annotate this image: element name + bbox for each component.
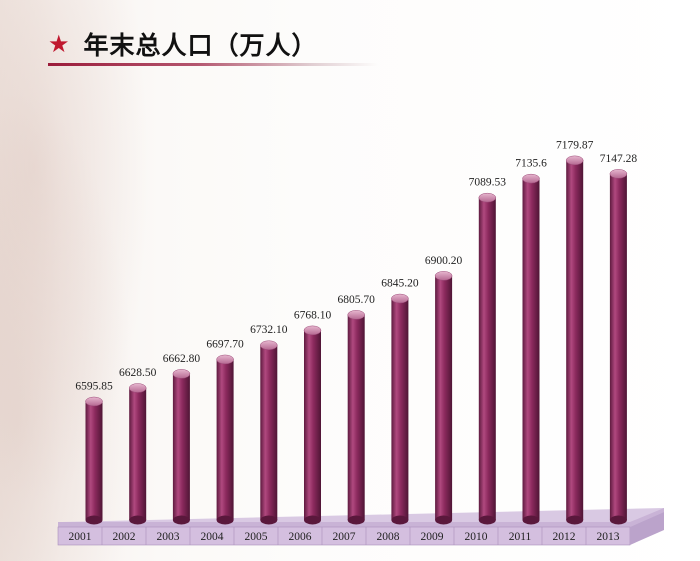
title-underline: [48, 63, 378, 66]
bar-cap: [565, 155, 584, 166]
data-label: 7147.28: [600, 153, 638, 165]
x-tick-label: 2007: [333, 531, 356, 543]
bar-cap: [303, 325, 322, 336]
x-tick-label: 2006: [289, 531, 312, 543]
bar-2006: [303, 325, 322, 525]
bars: [85, 155, 628, 525]
bar-cap: [522, 173, 540, 184]
data-label: 6732.10: [250, 324, 288, 336]
bar-cap: [478, 192, 497, 203]
base-platform-side: [630, 512, 664, 545]
data-label: 6662.80: [163, 353, 201, 365]
data-label: 7089.53: [469, 177, 507, 189]
data-label: 7135.6: [515, 158, 547, 170]
bar-bottom: [304, 515, 321, 525]
bar-2002: [128, 383, 147, 525]
bar-body: [391, 298, 409, 520]
bar-body: [304, 330, 321, 520]
bar-bottom: [129, 515, 147, 525]
bar-2011: [522, 173, 540, 525]
chart-base-platform: [57, 508, 664, 546]
bar-bottom: [522, 515, 540, 525]
bar-cap: [260, 340, 278, 350]
bar-cap: [172, 369, 191, 379]
bar-body: [129, 388, 147, 520]
data-label: 6805.70: [338, 294, 376, 306]
bar-2001: [85, 396, 103, 525]
bar-bottom: [435, 515, 453, 525]
chart-header: ★ 年末总人口（万人）: [48, 24, 318, 64]
x-tick-label: 2001: [69, 531, 92, 543]
data-label: 6900.20: [425, 255, 463, 267]
x-tick-label: 2010: [465, 531, 488, 543]
bar-body: [522, 178, 540, 521]
bar-2010: [478, 192, 497, 525]
bar-2004: [216, 354, 234, 525]
x-tick-label: 2002: [113, 531, 136, 543]
x-tick-label: 2009: [421, 531, 444, 543]
bar-bottom: [85, 515, 103, 525]
bar-2012: [565, 155, 584, 525]
x-tick-label: 2008: [377, 531, 400, 543]
bar-bottom: [478, 515, 496, 525]
bar-body: [172, 373, 190, 520]
bar-body: [478, 197, 496, 520]
bar-2008: [391, 293, 409, 525]
x-tick-label: 2012: [553, 531, 576, 543]
bar-cap: [347, 310, 365, 320]
bar-body: [347, 314, 365, 520]
x-tick-label: 2013: [597, 531, 620, 543]
bar-bottom: [566, 515, 584, 525]
x-tick-label: 2003: [157, 531, 180, 543]
base-platform-top: [58, 508, 664, 527]
category-labels: 2001 2002 2003 2004 2005 2006 2007 2008 2009 2010…: [69, 527, 620, 545]
chart-title: 年末总人口（万人）: [83, 31, 318, 60]
data-label: 6628.50: [119, 367, 157, 379]
bar-2013: [609, 169, 628, 525]
bar-2007: [347, 310, 365, 525]
bar-cap: [391, 293, 409, 304]
bar-body: [260, 345, 278, 520]
value-labels: 6595.85 6628.50 6662.80 6697.70 6732.10 6768.…: [75, 139, 637, 392]
bar-2005: [260, 340, 278, 525]
bar-cap: [128, 383, 147, 393]
bar-body: [85, 401, 103, 520]
bar-body: [435, 275, 453, 520]
bar-cap: [216, 354, 234, 365]
bar-2009: [434, 271, 453, 525]
bar-bottom: [172, 515, 190, 525]
x-tick-label: 2004: [201, 531, 224, 543]
data-label: 6768.10: [294, 309, 332, 321]
bar-bottom: [609, 515, 627, 525]
bar-bottom: [260, 515, 278, 525]
data-label: 6845.20: [381, 278, 419, 290]
bar-cap: [434, 271, 453, 281]
bar-body: [216, 359, 234, 520]
bar-bottom: [216, 515, 234, 525]
x-tick-label: 2005: [245, 531, 268, 543]
star-icon: ★: [48, 30, 70, 58]
x-tick-label: 2011: [509, 531, 532, 543]
bar-bottom: [347, 515, 365, 525]
bar-cap: [85, 396, 103, 407]
data-label: 7179.87: [556, 139, 594, 151]
data-label: 6697.70: [206, 338, 244, 350]
bar-cap: [609, 169, 628, 179]
bar-body: [566, 160, 584, 520]
bar-bottom: [391, 515, 409, 525]
data-label: 6595.85: [75, 381, 113, 393]
bar-body: [609, 173, 627, 520]
bar-2003: [172, 369, 191, 525]
